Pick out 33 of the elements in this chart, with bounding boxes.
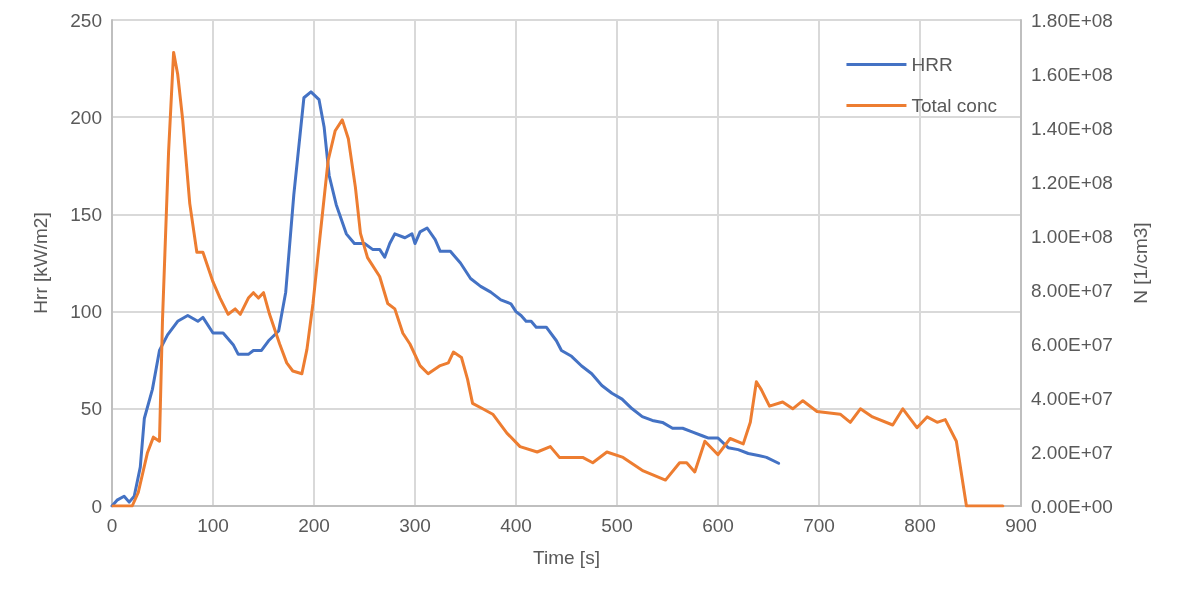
y-tick-label: 150 bbox=[70, 203, 102, 225]
x-tick-label: 100 bbox=[197, 515, 229, 536]
x-tick-label: 600 bbox=[702, 515, 734, 536]
x-tick-label: 0 bbox=[106, 515, 118, 536]
y2-tick-label: 8.00E+07 bbox=[1031, 279, 1113, 301]
y2-tick-label: 1.00E+08 bbox=[1031, 225, 1113, 247]
x-axis-title: Time [s] bbox=[533, 547, 600, 568]
line-series bbox=[111, 50, 1005, 508]
x-tick-label: 200 bbox=[298, 515, 330, 536]
legend-label: Total conc bbox=[911, 95, 997, 116]
x-tick-label: 700 bbox=[803, 515, 835, 536]
y-tick-label: 50 bbox=[80, 398, 102, 420]
y-tick-label: 100 bbox=[70, 301, 102, 323]
y2-tick-label: 6.00E+07 bbox=[1031, 333, 1113, 355]
y-axis-title: Hrr [kW/m2] bbox=[30, 212, 51, 314]
y2-tick-label: 0.00E+00 bbox=[1031, 495, 1113, 517]
x-tick-label: 900 bbox=[1005, 515, 1037, 536]
x-tick-label: 400 bbox=[500, 515, 532, 536]
x-tick-label: 300 bbox=[399, 515, 431, 536]
y2-tick-label: 1.40E+08 bbox=[1031, 117, 1113, 139]
y-tick-label: 0 bbox=[91, 495, 102, 517]
y-tick-label: 250 bbox=[70, 9, 102, 31]
y2-tick-label: 4.00E+07 bbox=[1031, 387, 1113, 409]
y2-tick-label: 1.80E+08 bbox=[1031, 9, 1113, 31]
x-tick-label: 800 bbox=[904, 515, 936, 536]
y2-tick-label: 1.20E+08 bbox=[1031, 171, 1113, 193]
y2-tick-label: 2.00E+07 bbox=[1031, 441, 1113, 463]
y2-tick-label: 1.60E+08 bbox=[1031, 63, 1113, 85]
x-tick-label: 500 bbox=[601, 515, 633, 536]
y2-axis-title: N [1/cm3] bbox=[1130, 222, 1151, 304]
legend-label: HRR bbox=[911, 54, 953, 75]
line-series bbox=[110, 90, 781, 508]
y-tick-label: 200 bbox=[70, 106, 102, 128]
